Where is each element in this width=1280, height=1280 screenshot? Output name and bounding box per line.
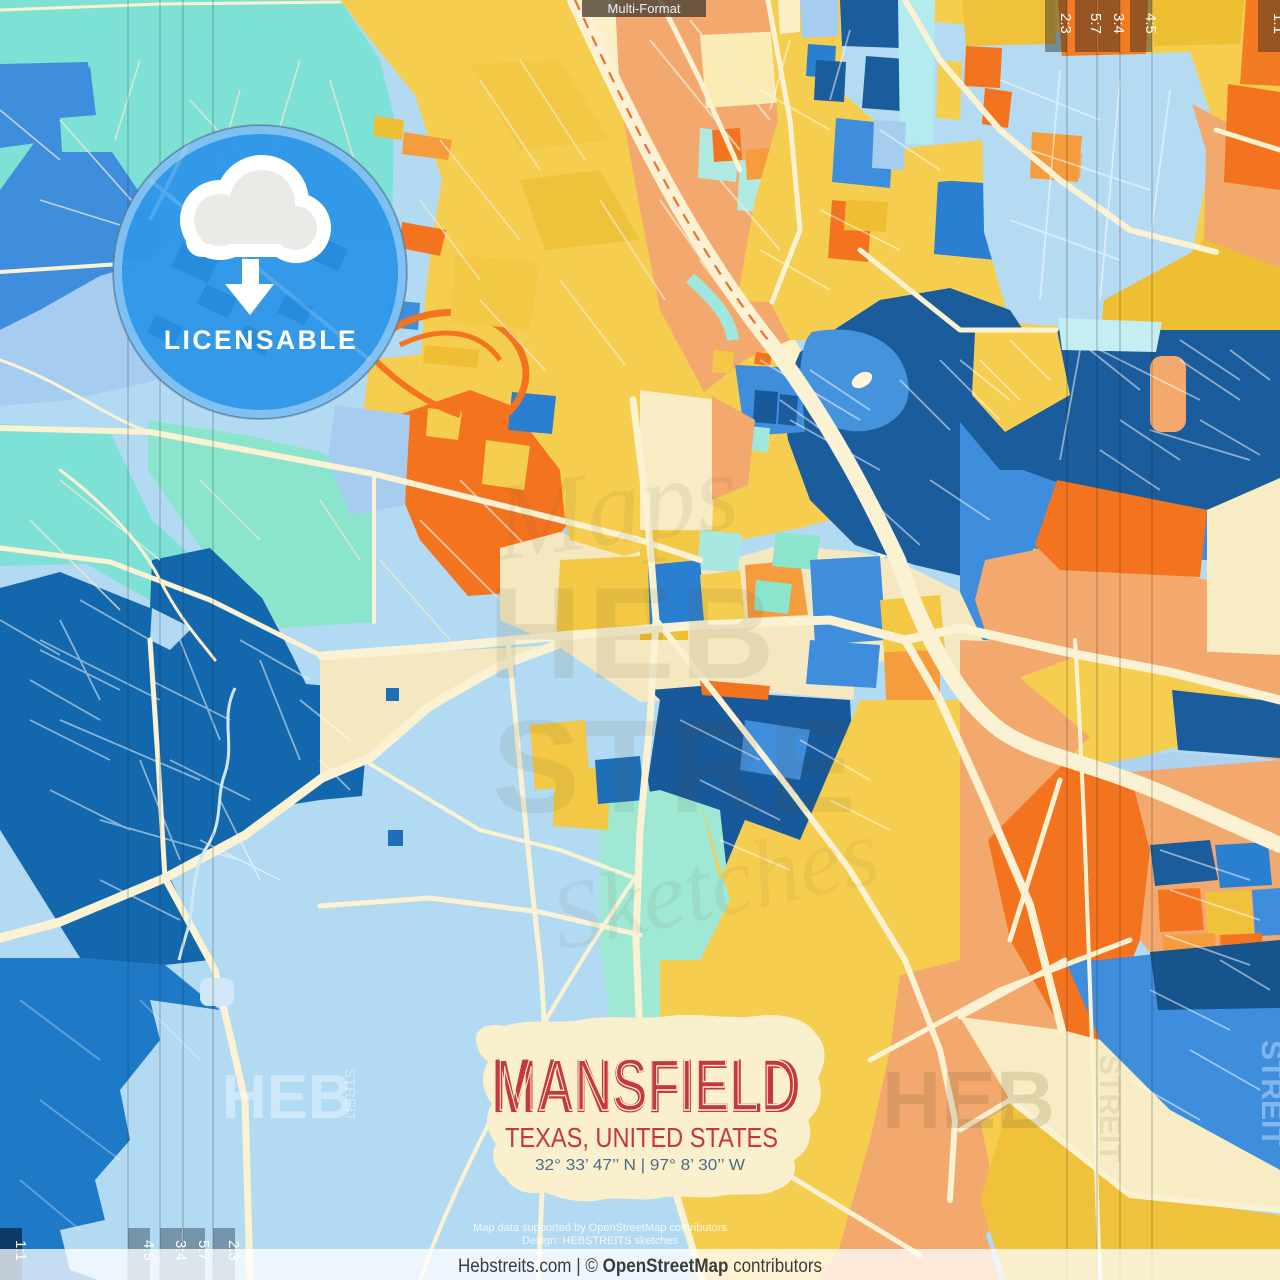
svg-text:STREIT: STREIT — [341, 1068, 358, 1121]
svg-text:HEB: HEB — [488, 560, 780, 706]
svg-text:1:1: 1:1 — [1270, 13, 1280, 34]
svg-text:4:5: 4:5 — [1142, 13, 1159, 34]
svg-text:Multi-Format: Multi-Format — [608, 1, 681, 16]
svg-text:HEB: HEB — [882, 1055, 1055, 1146]
svg-text:Hebstreits.com | © OpenStreetM: Hebstreits.com | © OpenStreetMap contrib… — [458, 1256, 822, 1277]
svg-text:3:4: 3:4 — [1110, 13, 1127, 34]
svg-text:Map data supported by OpenStre: Map data supported by OpenStreetMap cont… — [473, 1222, 727, 1234]
svg-text:STREIT: STREIT — [1093, 1055, 1126, 1162]
svg-text:MANSFIELD: MANSFIELD — [496, 1046, 796, 1126]
svg-text:TEXAS, UNITED STATES: TEXAS, UNITED STATES — [505, 1122, 778, 1153]
svg-text:HEB: HEB — [222, 1063, 353, 1132]
svg-text:STREIT: STREIT — [1255, 1040, 1280, 1147]
svg-text:2:3: 2:3 — [1057, 13, 1074, 34]
svg-text:LICENSABLE: LICENSABLE — [164, 325, 358, 355]
svg-text:Design: HEBSTREITS sketches: Design: HEBSTREITS sketches — [522, 1235, 678, 1247]
svg-text:MANSFIELD: MANSFIELD — [492, 1044, 800, 1129]
svg-text:5:7: 5:7 — [1087, 13, 1104, 34]
svg-text:32° 33’ 47’’ N | 97° 8’ 30’’ W: 32° 33’ 47’’ N | 97° 8’ 30’’ W — [535, 1157, 746, 1174]
svg-text:STRE: STRE — [492, 693, 860, 840]
